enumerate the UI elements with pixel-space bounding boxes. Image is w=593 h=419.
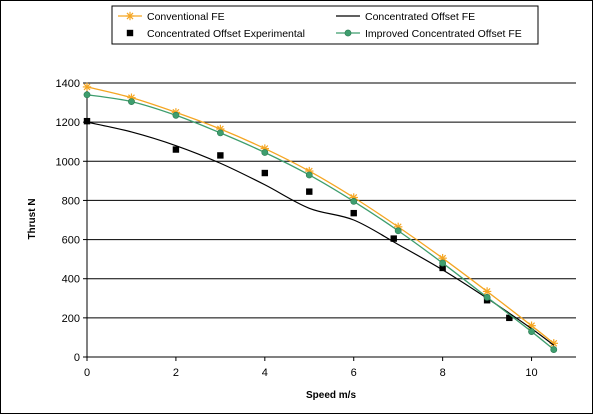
- y-tick-label: 800: [62, 195, 80, 207]
- data-point-square: [217, 152, 224, 159]
- gridlines: [87, 82, 576, 319]
- legend-item: Conventional FE: [118, 11, 225, 23]
- data-point-circle: [350, 198, 358, 205]
- series-line: [86, 86, 555, 344]
- y-tick-label: 1200: [56, 117, 80, 129]
- x-axis-label: Speed m/s: [306, 390, 356, 401]
- x-tick-label: 10: [525, 367, 537, 379]
- y-tick-label: 600: [62, 235, 80, 247]
- data-point-circle: [550, 346, 558, 353]
- data-point-circle: [394, 227, 402, 235]
- data-point-star: [125, 11, 135, 21]
- data-point-circle: [261, 149, 269, 156]
- data-point-circle: [528, 328, 535, 335]
- x-tick-label: 8: [440, 367, 446, 379]
- series-improved-concentrated-offset-fe: [83, 91, 558, 353]
- data-point-circle: [439, 259, 447, 267]
- data-point-circle: [344, 29, 352, 37]
- axes: [83, 82, 576, 361]
- y-axis-label: Thrust N: [27, 198, 38, 239]
- series-line: [86, 94, 555, 351]
- legend-label: Improved Concentrated Offset FE: [365, 28, 522, 40]
- data-point-star: [82, 82, 92, 92]
- series-layer: [82, 82, 558, 353]
- data-point-square: [83, 117, 91, 125]
- data-point-square: [390, 235, 397, 242]
- x-tick-label: 2: [173, 367, 179, 379]
- y-tick-label: 0: [74, 352, 80, 364]
- data-point-circle: [216, 129, 224, 137]
- y-tick-label: 1000: [56, 156, 80, 168]
- data-point-square: [172, 146, 180, 153]
- data-point-circle: [83, 91, 91, 99]
- data-point-circle: [483, 293, 491, 301]
- y-tick-label: 200: [62, 313, 80, 325]
- legend-label: Conventional FE: [147, 11, 225, 23]
- data-point-square: [439, 264, 446, 272]
- y-tick-label: 1400: [56, 78, 80, 90]
- legend-box: [111, 5, 539, 45]
- data-point-circle: [128, 98, 135, 105]
- tick-labels: 0 200 400 600 800 1000 1200 1400 0 2 4 6 8 10: [56, 78, 538, 379]
- legend-item: Concentrated Offset Experimental: [126, 28, 305, 40]
- legend-item: Concentrated Offset FE: [336, 11, 475, 23]
- legend-item: Improved Concentrated Offset FE: [336, 28, 522, 40]
- x-tick-label: 6: [351, 367, 357, 379]
- data-point-circle: [305, 171, 313, 179]
- data-point-square: [350, 209, 357, 217]
- legend: Conventional FE Concentrated Offset FE Con…: [111, 5, 539, 45]
- data-point-circle: [172, 111, 180, 119]
- legend-label: Concentrated Offset FE: [365, 11, 475, 23]
- y-tick-label: 400: [62, 274, 80, 286]
- data-point-square: [306, 188, 313, 195]
- x-tick-label: 0: [84, 367, 90, 379]
- data-point-square: [126, 29, 134, 37]
- x-tick-label: 4: [262, 367, 268, 379]
- data-point-square: [261, 169, 269, 177]
- data-point-square: [506, 314, 513, 322]
- legend-label: Concentrated Offset Experimental: [147, 28, 305, 40]
